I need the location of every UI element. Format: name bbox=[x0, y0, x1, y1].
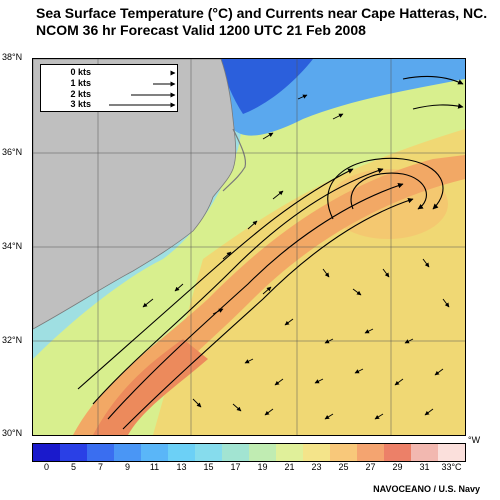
title-line-2: NCOM 36 hr Forecast Valid 1200 UTC 21 Fe… bbox=[36, 22, 366, 38]
colorbar-tick-label: 9 bbox=[124, 462, 131, 472]
lat-label-36: 36°N bbox=[2, 147, 23, 157]
lat-label-38: 38°N bbox=[2, 52, 23, 62]
temperature-colorbar bbox=[32, 443, 466, 462]
legend-row-2kts: 2 kts bbox=[45, 89, 176, 100]
colorbar-swatch bbox=[141, 444, 168, 461]
longitude-unit-label: °W bbox=[468, 435, 481, 445]
colorbar-tick-label: 0 bbox=[43, 462, 50, 472]
colorbar-swatch bbox=[357, 444, 384, 461]
legend-arrow-3kts bbox=[109, 102, 176, 108]
lat-lon-grid bbox=[33, 59, 465, 435]
colorbar-swatch bbox=[222, 444, 249, 461]
colorbar-swatch bbox=[411, 444, 438, 461]
colorbar-tick-label: 15 bbox=[203, 462, 214, 472]
sst-current-map bbox=[32, 58, 466, 436]
colorbar-swatch bbox=[330, 444, 357, 461]
colorbar-swatch bbox=[249, 444, 276, 461]
legend-label-0kts: 0 kts bbox=[70, 67, 91, 77]
gulf-stream-streamlines bbox=[77, 75, 464, 430]
map-canvas bbox=[33, 59, 465, 435]
colorbar-tick-label: 7 bbox=[97, 462, 104, 472]
colorbar-tick-label: 13 bbox=[176, 462, 187, 472]
colorbar-swatch bbox=[60, 444, 87, 461]
colorbar-swatch bbox=[438, 444, 465, 461]
colorbar-tick-label: 17 bbox=[230, 462, 241, 472]
colorbar-tick-label: 25 bbox=[338, 462, 349, 472]
colorbar-tick-label: 33°C bbox=[441, 462, 462, 472]
current-vectors bbox=[142, 94, 450, 420]
colorbar-swatch bbox=[195, 444, 222, 461]
legend-row-0kts: 0 kts bbox=[45, 67, 176, 78]
legend-label-1kts: 1 kts bbox=[70, 78, 91, 88]
colorbar-tick-label: 31 bbox=[419, 462, 430, 472]
colorbar-tick-label: 27 bbox=[365, 462, 376, 472]
colorbar-swatch bbox=[303, 444, 330, 461]
legend-label-2kts: 2 kts bbox=[70, 89, 91, 99]
colorbar-swatch bbox=[114, 444, 141, 461]
credit-label: NAVOCEANO / U.S. Navy bbox=[373, 484, 480, 494]
colorbar-swatch bbox=[87, 444, 114, 461]
colorbar-tick-label: 5 bbox=[70, 462, 77, 472]
title-line-1: Sea Surface Temperature (°C) and Current… bbox=[36, 5, 488, 21]
legend-arrow-0kts bbox=[170, 70, 176, 76]
colorbar-tick-label: 19 bbox=[257, 462, 268, 472]
us-coastline-land bbox=[33, 59, 237, 330]
outer-banks bbox=[222, 128, 247, 192]
lat-label-34: 34°N bbox=[2, 241, 23, 251]
colorbar-swatch bbox=[384, 444, 411, 461]
lat-label-30: 30°N bbox=[2, 428, 23, 438]
colorbar-swatch bbox=[33, 444, 60, 461]
legend-row-1kts: 1 kts bbox=[45, 78, 176, 89]
colorbar-tick-label: 29 bbox=[392, 462, 403, 472]
colorbar-tick-label: 21 bbox=[284, 462, 295, 472]
lat-label-32: 32°N bbox=[2, 335, 23, 345]
current-speed-legend: 0 kts 1 kts 2 kts 3 kts bbox=[40, 64, 178, 112]
gulf-stream-hot-core bbox=[93, 339, 208, 435]
colorbar-swatch bbox=[168, 444, 195, 461]
colorbar-tick-label: 11 bbox=[149, 462, 160, 472]
cold-core-water bbox=[218, 59, 313, 114]
legend-label-3kts: 3 kts bbox=[70, 99, 91, 109]
legend-arrow-1kts bbox=[153, 81, 176, 87]
legend-row-3kts: 3 kts bbox=[45, 99, 176, 110]
legend-arrow-2kts bbox=[131, 92, 176, 98]
colorbar-tick-label: 23 bbox=[311, 462, 322, 472]
title: Sea Surface Temperature (°C) and Current… bbox=[36, 5, 487, 39]
colorbar-swatch bbox=[276, 444, 303, 461]
